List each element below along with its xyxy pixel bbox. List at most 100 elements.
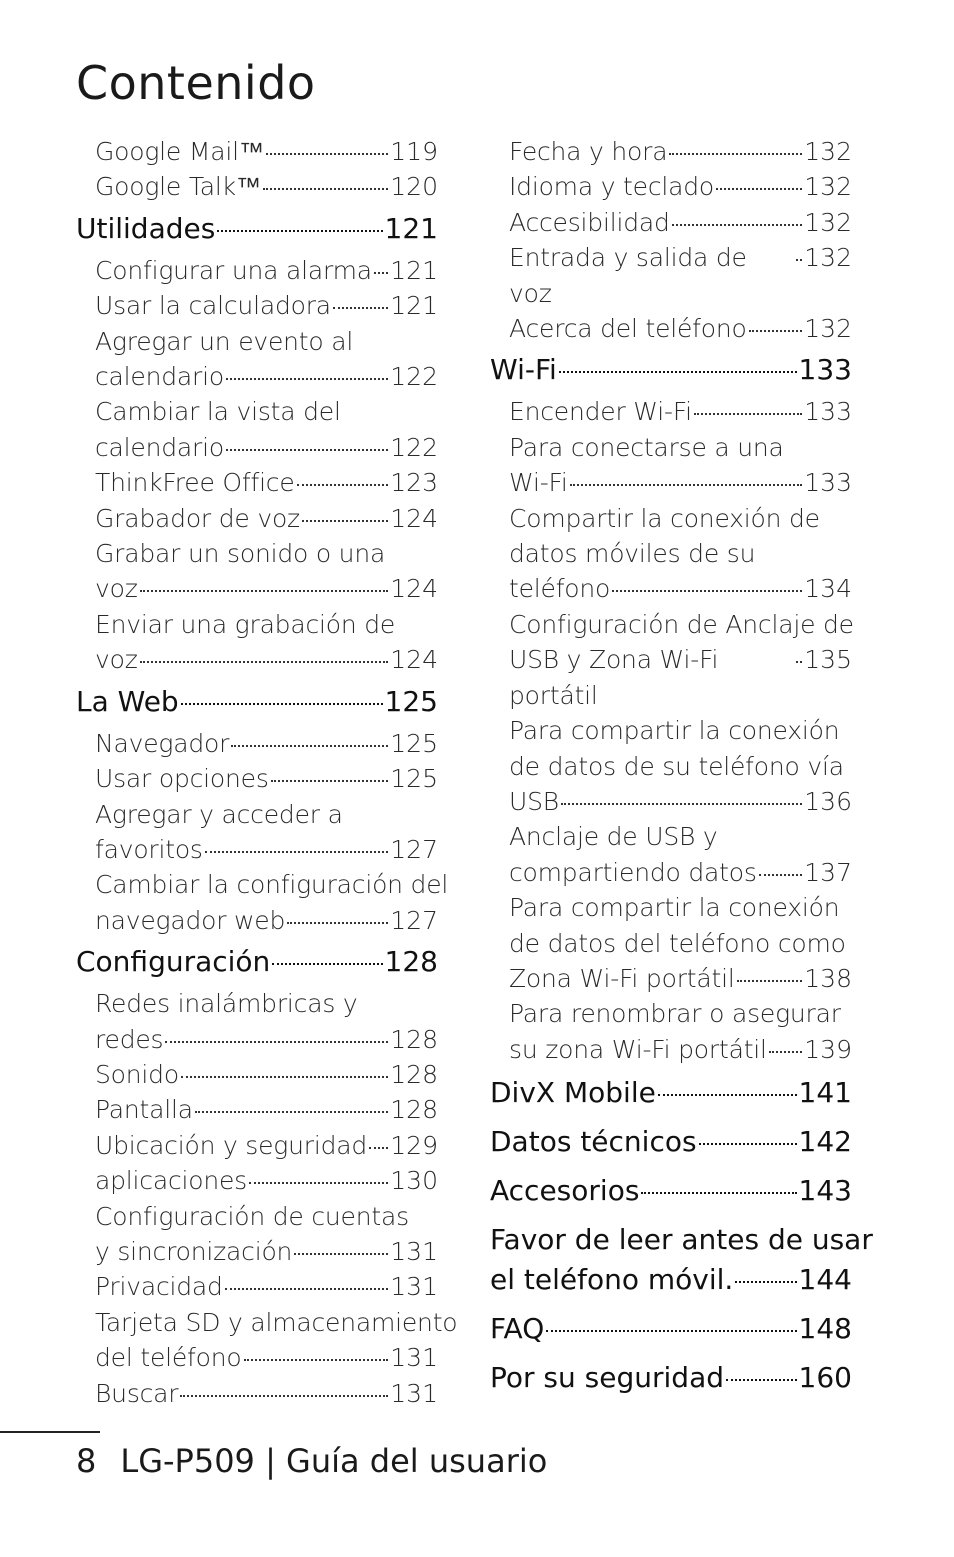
toc-item[interactable]: Compartir la conexión de datos móviles de… <box>490 501 852 607</box>
toc-item[interactable]: Configuración de cuentas y sincronización… <box>76 1199 438 1270</box>
toc-item[interactable]: Entrada y salida de voz 132 <box>490 240 852 311</box>
toc-item[interactable]: Para renombrar o asegurar su zona Wi-Fi p… <box>490 996 852 1067</box>
toc-item[interactable]: Idioma y teclado 132 <box>490 169 852 204</box>
toc-item-label-line: de datos de su teléfono vía <box>509 751 844 781</box>
toc-item[interactable]: ThinkFree Office 123 <box>76 465 438 500</box>
toc-section[interactable]: Accesorios 143 <box>490 1171 852 1211</box>
dot-leader <box>272 963 383 966</box>
dot-leader <box>301 519 389 522</box>
dot-leader <box>558 371 797 374</box>
dot-leader <box>165 1040 389 1043</box>
toc-item[interactable]: Pantalla 128 <box>76 1092 438 1127</box>
toc-item[interactable]: Configurar una alarma 121 <box>76 253 438 288</box>
toc-item-label-line: Favor de leer antes de usar <box>490 1223 873 1257</box>
page-number: 148 <box>798 1312 852 1346</box>
toc-item-label: Accesibilidad <box>509 207 670 237</box>
toc-item[interactable]: Usar la calculadora 121 <box>76 288 438 323</box>
toc-item-label-line: Redes inalámbricas y <box>95 989 358 1019</box>
dot-leader <box>180 1075 389 1078</box>
toc-item-label-line: datos móviles de su <box>509 539 756 569</box>
toc-item[interactable]: Cambiar la vista del calendario 122 <box>76 394 438 465</box>
dot-leader <box>560 802 803 805</box>
footer-page-number: 8 <box>76 1442 97 1480</box>
toc-item[interactable]: Para compartir la conexión de datos del t… <box>490 890 852 996</box>
page-number: 133 <box>804 397 852 427</box>
toc-item-label-line: Tarjeta SD y almacenamiento <box>95 1307 458 1337</box>
toc-section[interactable]: Por su seguridad 160 <box>490 1358 852 1398</box>
dot-leader <box>736 979 803 982</box>
toc-item-label: USB y Zona Wi-Fi portátil <box>509 645 719 710</box>
toc-item[interactable]: Cambiar la configuración del navegador we… <box>76 867 448 938</box>
toc-item-label-line: Anclaje de USB y <box>509 822 718 852</box>
toc-item[interactable]: Ubicación y seguridad 129 <box>76 1128 438 1163</box>
toc-item-label-line: de datos del teléfono como <box>509 928 846 958</box>
dot-leader <box>796 259 803 262</box>
toc-section-label: Utilidades <box>76 211 216 245</box>
toc-item[interactable]: Fecha y hora 132 <box>490 134 852 169</box>
toc-entry-row: calendario 122 <box>76 359 438 394</box>
toc-item[interactable]: Para conectarse a una Wi-Fi 133 <box>490 430 852 501</box>
footer-rule <box>0 1431 100 1433</box>
toc-item[interactable]: Agregar un evento al calendario 122 <box>76 324 438 395</box>
toc-item[interactable]: Tarjeta SD y almacenamiento del teléfono 1… <box>76 1305 458 1376</box>
toc-entry-row: voz 124 <box>76 642 438 677</box>
toc-item[interactable]: Para compartir la conexión de datos de su… <box>490 713 852 819</box>
toc-item[interactable]: Grabador de voz 124 <box>76 501 438 536</box>
toc-item[interactable]: Buscar 131 <box>76 1376 438 1411</box>
dot-leader <box>217 229 383 232</box>
toc-item-label: del teléfono <box>95 1343 242 1373</box>
toc-entry-row: Accesorios 143 <box>490 1171 852 1211</box>
toc-item[interactable]: Configuración de Anclaje de USB y Zona Wi… <box>490 607 854 713</box>
toc-item[interactable]: Enviar una grabación de voz 124 <box>76 607 438 678</box>
page-number: 122 <box>390 432 438 462</box>
toc-item-label: Idioma y teclado <box>509 172 715 202</box>
toc-item-label: Ubicación y seguridad <box>95 1130 368 1160</box>
page-number: 123 <box>390 468 438 498</box>
toc-item[interactable]: Grabar un sonido o una voz 124 <box>76 536 438 607</box>
toc-section[interactable]: DivX Mobile 141 <box>490 1073 852 1113</box>
toc-section-label: FAQ <box>490 1312 545 1346</box>
toc-item[interactable]: Google Mail™ 119 <box>76 134 438 169</box>
dot-leader <box>180 1394 389 1397</box>
page-number: 128 <box>390 1095 438 1125</box>
toc-item[interactable]: Accesibilidad 132 <box>490 205 852 240</box>
toc-section[interactable]: Utilidades 121 <box>76 209 438 249</box>
toc-item-label-line: Compartir la conexión de <box>509 503 820 533</box>
toc-item[interactable]: Anclaje de USB y compartiendo datos 137 <box>490 819 852 890</box>
dot-leader <box>204 850 389 853</box>
toc-item[interactable]: aplicaciones 130 <box>76 1163 438 1198</box>
page-number: 131 <box>390 1378 438 1408</box>
toc-item-label-line: Agregar un evento al <box>95 326 354 356</box>
toc-item[interactable]: Privacidad 131 <box>76 1269 438 1304</box>
toc-item[interactable]: Google Talk™ 120 <box>76 169 438 204</box>
toc-item[interactable]: Usar opciones 125 <box>76 761 438 796</box>
toc-section[interactable]: Datos técnicos 142 <box>490 1122 852 1162</box>
toc-item-label: y sincronización <box>95 1236 293 1266</box>
toc-item[interactable]: Acerca del teléfono 132 <box>490 311 852 346</box>
page-number: 128 <box>384 945 438 979</box>
toc-entry-row: el teléfono móvil. 144 <box>490 1260 852 1300</box>
dot-leader <box>194 1111 389 1114</box>
toc-entry-row: voz 124 <box>76 571 438 606</box>
toc-section[interactable]: Wi-Fi 133 <box>490 350 852 390</box>
toc-item[interactable]: Sonido 128 <box>76 1057 438 1092</box>
toc-item[interactable]: Navegador 125 <box>76 726 438 761</box>
toc-column-left: Google Mail™ 119 Google Talk™ 120 Utilidades… <box>76 134 458 1411</box>
toc-entry-row: USB y Zona Wi-Fi portátil 135 <box>490 642 852 713</box>
toc-column-right: Fecha y hora 132 Idioma y teclado 132 Accesi… <box>490 134 873 1407</box>
toc-item-label: USB <box>509 786 559 816</box>
toc-item[interactable]: Redes inalámbricas y redes 128 <box>76 986 438 1057</box>
toc-section[interactable]: FAQ 148 <box>490 1309 852 1349</box>
toc-section-label: Accesorios <box>490 1174 640 1208</box>
toc-section[interactable]: Configuración 128 <box>76 942 438 982</box>
toc-item-label: Buscar <box>95 1378 179 1408</box>
toc-item-label: Encender Wi-Fi <box>509 397 692 427</box>
toc-item[interactable]: Agregar y acceder a favoritos 127 <box>76 797 438 868</box>
page-title: Contenido <box>76 56 316 110</box>
toc-section[interactable]: Favor de leer antes de usar el teléfono m… <box>490 1220 873 1300</box>
toc-entry-row: USB 136 <box>490 784 852 819</box>
dot-leader <box>231 744 389 747</box>
toc-section[interactable]: La Web 125 <box>76 682 438 722</box>
toc-item[interactable]: Encender Wi-Fi 133 <box>490 394 852 429</box>
toc-item-label: Entrada y salida de voz <box>509 243 747 308</box>
